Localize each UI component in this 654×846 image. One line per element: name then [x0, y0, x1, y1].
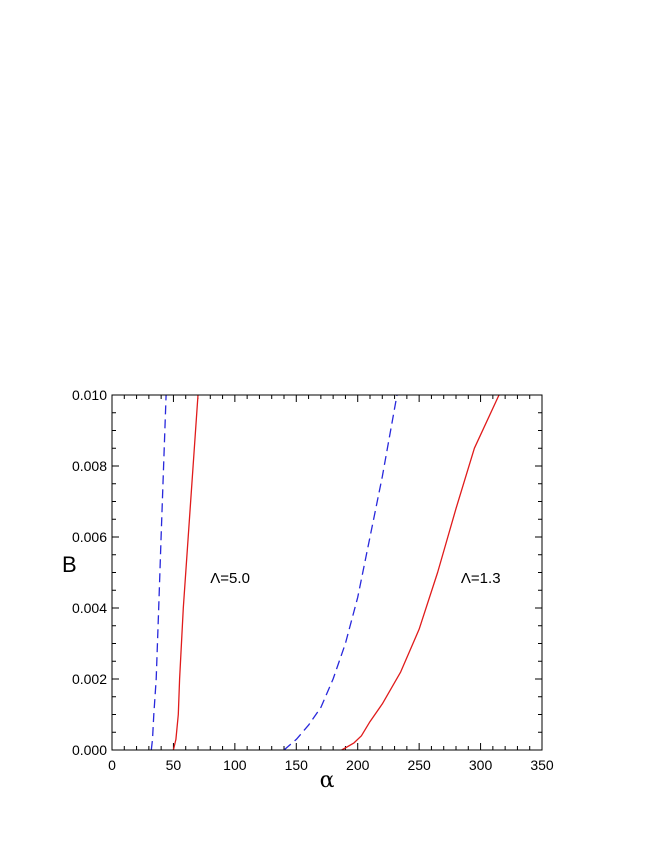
y-tick-label: 0.006	[72, 529, 107, 545]
series-line-2-solid	[172, 394, 199, 751]
x-tick-label: 150	[285, 757, 309, 773]
x-tick-label: 100	[223, 757, 247, 773]
y-axis-title: B	[62, 552, 77, 577]
y-tick-label: 0.004	[72, 600, 107, 616]
tick-marks	[111, 394, 543, 751]
x-tick-label: 200	[346, 757, 370, 773]
x-tick-label: 350	[530, 757, 554, 773]
y-tick-label: 0.008	[72, 458, 107, 474]
series-line-3-dashed	[283, 394, 398, 751]
x-tick-label: 0	[108, 757, 116, 773]
annotation-lambda-5: Λ=5.0	[210, 570, 250, 587]
plot-frame	[111, 394, 543, 751]
x-tick-labels: 0 50 100 150 200 250 300 350	[108, 757, 554, 773]
y-tick-label: 0.000	[72, 742, 107, 758]
y-tick-labels: 0.000 0.002 0.004 0.006 0.008 0.010	[72, 387, 107, 758]
x-axis-title: α	[320, 768, 335, 793]
plot-lines	[150, 394, 500, 751]
x-tick-label: 250	[407, 757, 431, 773]
series-line-4-solid	[341, 394, 500, 751]
x-tick-label: 300	[469, 757, 493, 773]
y-tick-label: 0.010	[72, 387, 107, 403]
annotation-lambda-1-3: Λ=1.3	[461, 570, 501, 587]
x-tick-label: 50	[166, 757, 182, 773]
series-line-1-dashed	[150, 394, 167, 751]
y-tick-label: 0.002	[72, 671, 107, 687]
